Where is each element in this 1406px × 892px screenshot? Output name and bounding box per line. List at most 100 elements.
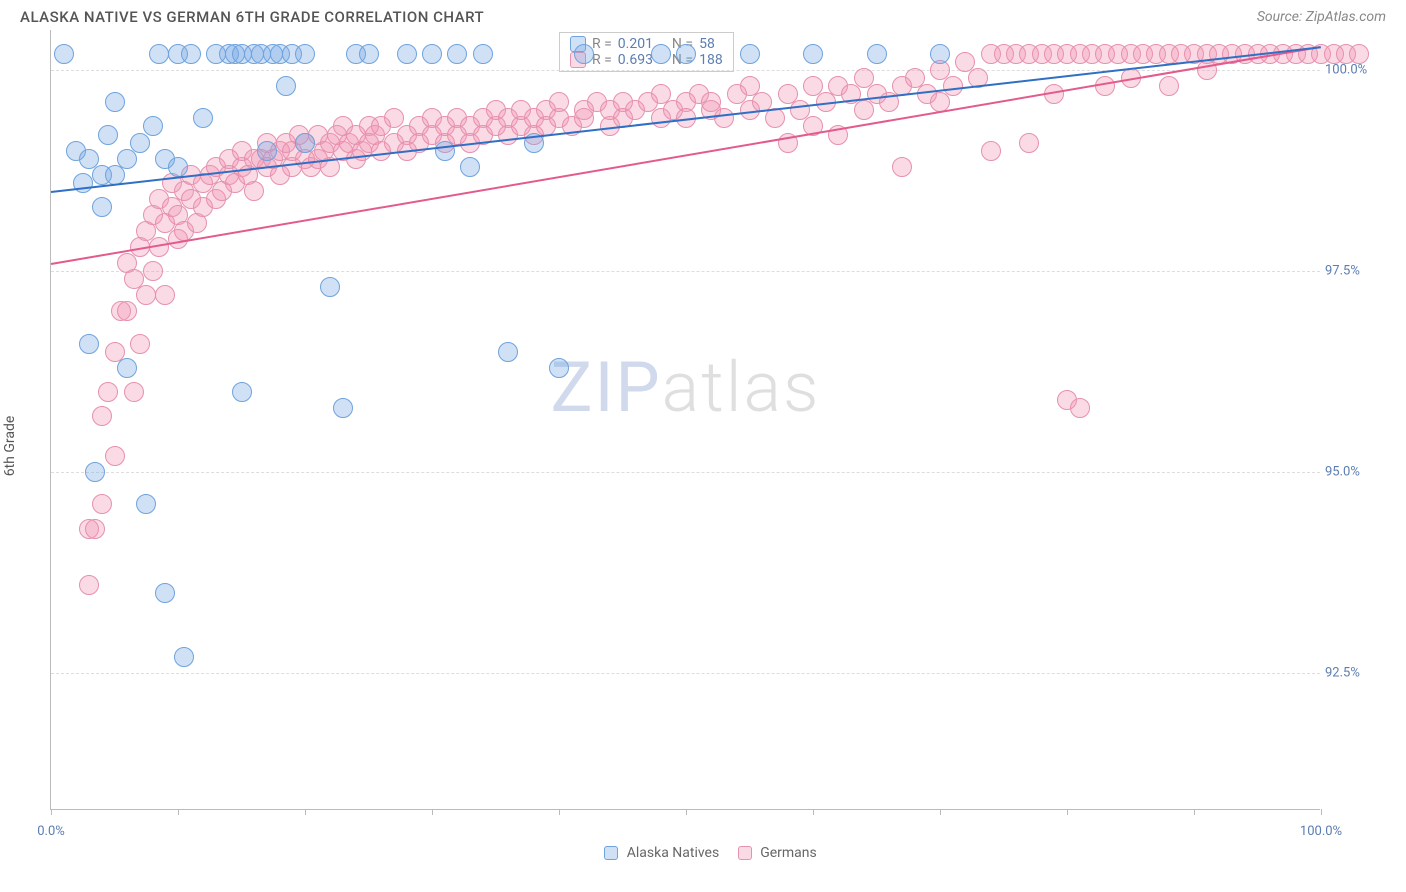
data-point-german bbox=[981, 141, 1001, 161]
data-point-alaska bbox=[136, 494, 156, 514]
x-tick bbox=[813, 809, 814, 815]
chart-title: ALASKA NATIVE VS GERMAN 6TH GRADE CORREL… bbox=[20, 8, 484, 26]
n-value-german: 188 bbox=[699, 52, 723, 68]
y-tick-label: 95.0% bbox=[1325, 465, 1380, 480]
r-value-german: 0.693 bbox=[618, 52, 653, 68]
watermark-atlas: atlas bbox=[662, 347, 821, 429]
data-point-german bbox=[98, 382, 118, 402]
data-point-alaska bbox=[435, 141, 455, 161]
data-point-alaska bbox=[232, 382, 252, 402]
x-tick bbox=[1067, 809, 1068, 815]
data-point-alaska bbox=[333, 398, 353, 418]
data-point-german bbox=[105, 446, 125, 466]
data-point-alaska bbox=[473, 44, 493, 64]
x-tick-label: 100.0% bbox=[1300, 824, 1342, 839]
data-point-alaska bbox=[867, 44, 887, 64]
data-point-german bbox=[79, 575, 99, 595]
data-point-german bbox=[549, 92, 569, 112]
data-point-alaska bbox=[149, 44, 169, 64]
x-tick bbox=[940, 809, 941, 815]
data-point-alaska bbox=[130, 133, 150, 153]
x-tick bbox=[686, 809, 687, 815]
watermark: ZIPatlas bbox=[551, 347, 821, 429]
data-point-alaska bbox=[549, 358, 569, 378]
data-point-german bbox=[124, 382, 144, 402]
y-tick-label: 92.5% bbox=[1325, 666, 1380, 681]
data-point-german bbox=[1019, 133, 1039, 153]
legend-label-german: Germans bbox=[760, 845, 817, 861]
chart-container: 6th Grade ZIPatlas R = 0.201 N = 58 R = … bbox=[20, 30, 1386, 861]
watermark-zip: ZIP bbox=[551, 347, 662, 429]
data-point-alaska bbox=[930, 44, 950, 64]
r-label-alaska: R = bbox=[592, 36, 612, 52]
data-point-german bbox=[92, 494, 112, 514]
data-point-alaska bbox=[295, 44, 315, 64]
data-point-alaska bbox=[257, 141, 277, 161]
chart-header: ALASKA NATIVE VS GERMAN 6TH GRADE CORREL… bbox=[0, 0, 1406, 30]
data-point-german bbox=[92, 406, 112, 426]
data-point-alaska bbox=[168, 157, 188, 177]
data-point-german bbox=[714, 108, 734, 128]
data-point-alaska bbox=[85, 462, 105, 482]
data-point-german bbox=[1349, 44, 1369, 64]
x-tick bbox=[305, 809, 306, 815]
data-point-alaska bbox=[447, 44, 467, 64]
data-point-german bbox=[1095, 76, 1115, 96]
data-point-alaska bbox=[105, 92, 125, 112]
x-tick bbox=[432, 809, 433, 815]
data-point-alaska bbox=[98, 125, 118, 145]
data-point-alaska bbox=[276, 76, 296, 96]
data-point-alaska bbox=[117, 358, 137, 378]
data-point-alaska bbox=[359, 44, 379, 64]
data-point-german bbox=[155, 285, 175, 305]
data-point-german bbox=[892, 157, 912, 177]
gridline bbox=[51, 673, 1320, 674]
data-point-german bbox=[244, 181, 264, 201]
data-point-alaska bbox=[105, 165, 125, 185]
data-point-german bbox=[765, 108, 785, 128]
x-tick bbox=[1194, 809, 1195, 815]
data-point-german bbox=[854, 100, 874, 120]
data-point-alaska bbox=[181, 44, 201, 64]
data-point-alaska bbox=[740, 44, 760, 64]
r-label-german: R = bbox=[592, 52, 612, 68]
x-tick bbox=[1321, 809, 1322, 815]
data-point-german bbox=[943, 76, 963, 96]
data-point-alaska bbox=[117, 149, 137, 169]
x-tick bbox=[178, 809, 179, 815]
data-point-alaska bbox=[498, 342, 518, 362]
data-point-alaska bbox=[803, 44, 823, 64]
data-point-alaska bbox=[320, 277, 340, 297]
gridline bbox=[51, 271, 1320, 272]
data-point-alaska bbox=[574, 44, 594, 64]
data-point-alaska bbox=[460, 157, 480, 177]
data-point-alaska bbox=[143, 116, 163, 136]
data-point-alaska bbox=[422, 44, 442, 64]
chart-source: Source: ZipAtlas.com bbox=[1257, 9, 1386, 25]
data-point-german bbox=[85, 519, 105, 539]
data-point-german bbox=[136, 285, 156, 305]
data-point-german bbox=[130, 334, 150, 354]
data-point-german bbox=[1159, 76, 1179, 96]
data-point-german bbox=[1070, 398, 1090, 418]
data-point-alaska bbox=[174, 647, 194, 667]
plot-area: ZIPatlas R = 0.201 N = 58 R = 0.693 N = … bbox=[50, 30, 1320, 810]
legend-swatch-alaska bbox=[604, 846, 618, 860]
n-value-alaska: 58 bbox=[699, 36, 715, 52]
data-point-alaska bbox=[295, 133, 315, 153]
data-point-alaska bbox=[193, 108, 213, 128]
legend-label-alaska: Alaska Natives bbox=[627, 845, 720, 861]
data-point-alaska bbox=[155, 583, 175, 603]
data-point-alaska bbox=[397, 44, 417, 64]
data-point-german bbox=[143, 261, 163, 281]
y-tick-label: 100.0% bbox=[1325, 63, 1380, 78]
legend-swatch-german bbox=[738, 846, 752, 860]
data-point-alaska bbox=[92, 197, 112, 217]
bottom-legend: Alaska Natives Germans bbox=[20, 845, 1386, 861]
x-tick bbox=[51, 809, 52, 815]
data-point-alaska bbox=[79, 334, 99, 354]
y-axis-label: 6th Grade bbox=[2, 415, 18, 476]
data-point-german bbox=[117, 301, 137, 321]
y-tick-label: 97.5% bbox=[1325, 264, 1380, 279]
gridline bbox=[51, 472, 1320, 473]
